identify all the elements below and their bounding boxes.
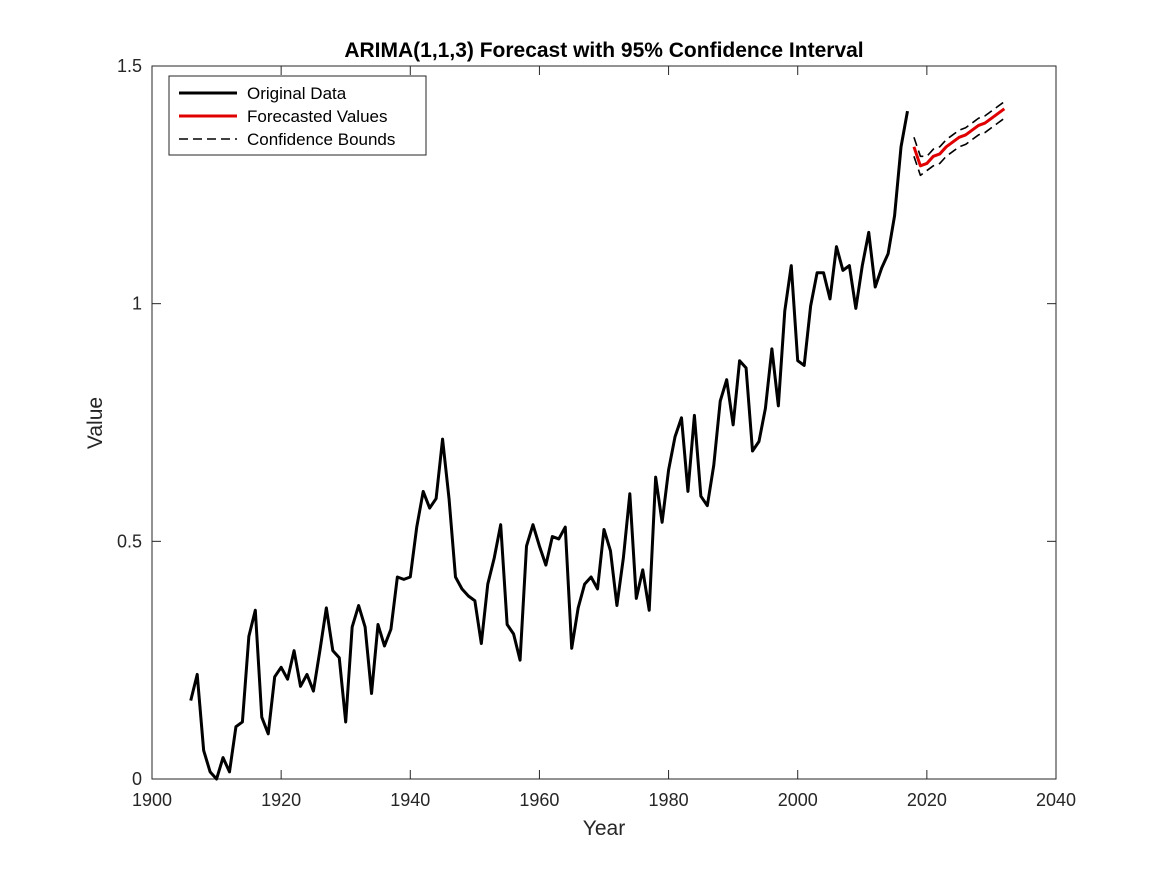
- series-line-1: [912, 107, 1006, 168]
- x-tick-label: 2020: [907, 790, 947, 810]
- y-tick-label: 0.5: [117, 531, 142, 551]
- legend: Original Data Forecasted Values Confidence…: [168, 75, 427, 156]
- legend-label: Forecasted Values: [247, 107, 387, 126]
- y-tick-label: 0: [132, 769, 142, 789]
- axis-ticks: 1900 1920 1940 1960 1980 2000 2020 2040 0 0.5 1 1.5: [117, 56, 1076, 810]
- legend-label: Confidence Bounds: [247, 130, 395, 149]
- y-tick-label: 1: [132, 294, 142, 314]
- y-axis-label: Value: [84, 397, 107, 449]
- x-tick-label: 1920: [261, 790, 301, 810]
- x-tick-label: 1900: [132, 790, 172, 810]
- axes-box: [151, 65, 1057, 780]
- x-axis-label: Year: [583, 817, 625, 840]
- chart-title: ARIMA(1,1,3) Forecast with 95% Confidenc…: [344, 39, 863, 62]
- y-tick-label: 1.5: [117, 56, 142, 76]
- plot-area: [151, 65, 1057, 781]
- x-tick-label: 1980: [649, 790, 689, 810]
- series-line-3: [913, 117, 1005, 177]
- series-line-2: [913, 101, 1005, 158]
- x-tick-label: 2000: [778, 790, 818, 810]
- series-line-0: [189, 110, 909, 781]
- x-tick-label: 1960: [519, 790, 559, 810]
- legend-label: Original Data: [247, 84, 347, 103]
- x-tick-label: 1940: [390, 790, 430, 810]
- x-tick-label: 2040: [1036, 790, 1076, 810]
